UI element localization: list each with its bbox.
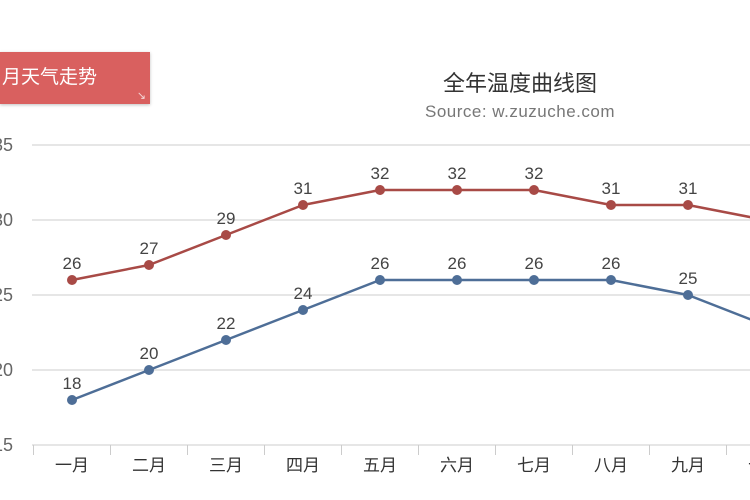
y-tick-label: 15	[0, 435, 13, 455]
low-temp-point	[298, 305, 308, 315]
low-temp-data-label: 26	[525, 254, 544, 273]
high-temp-data-label: 32	[525, 164, 544, 183]
y-tick-label: 20	[0, 360, 13, 380]
low-temp-series-line	[71, 278, 750, 402]
low-temp-point	[375, 275, 385, 285]
high-temp-point	[452, 185, 462, 195]
high-temp-data-label: 31	[679, 179, 698, 198]
low-temp-data-label: 22	[217, 314, 236, 333]
low-temp-point	[606, 275, 616, 285]
chart-title: 全年温度曲线图	[442, 71, 597, 96]
x-tick-label: 三月	[209, 456, 243, 475]
x-tick-label: 四月	[286, 456, 320, 475]
x-tick-label: 二月	[132, 456, 166, 475]
x-tick-label: 一月	[55, 456, 89, 475]
high-temp-data-label: 31	[294, 179, 313, 198]
high-temp-point	[375, 185, 385, 195]
high-temp-data-label: 29	[217, 209, 236, 228]
x-tick-label: 十月	[748, 456, 750, 475]
low-temp-point	[529, 275, 539, 285]
x-tick-label: 六月	[440, 456, 474, 475]
low-temp-data-label: 25	[679, 269, 698, 288]
low-temp-data-label: 26	[602, 254, 621, 273]
x-tick-label: 八月	[594, 456, 628, 475]
x-tick-label: 九月	[671, 456, 705, 475]
low-temp-point	[144, 365, 154, 375]
high-temp-point	[529, 185, 539, 195]
high-temp-point	[298, 200, 308, 210]
low-temp-data-label: 20	[140, 344, 159, 363]
low-temp-data-label: 26	[371, 254, 390, 273]
x-tick-label: 五月	[363, 456, 397, 475]
high-temp-data-label: 26	[63, 254, 82, 273]
low-temp-point	[683, 290, 693, 300]
low-temp-point	[67, 395, 77, 405]
low-temp-data-label: 26	[448, 254, 467, 273]
low-temp-point	[221, 335, 231, 345]
high-temp-data-label: 32	[371, 164, 390, 183]
high-temp-point	[606, 200, 616, 210]
high-temp-data-label: 31	[602, 179, 621, 198]
y-tick-label: 25	[0, 285, 13, 305]
high-temp-data-label: 32	[448, 164, 467, 183]
x-tick-label: 七月	[517, 456, 551, 475]
chart-subtitle: Source: w.zuzuche.com	[424, 102, 616, 121]
high-temp-data-label: 27	[140, 239, 159, 258]
high-temp-point	[221, 230, 231, 240]
high-temp-point	[683, 200, 693, 210]
high-temp-series-line	[71, 188, 750, 282]
low-temp-point	[452, 275, 462, 285]
high-temp-point	[67, 275, 77, 285]
y-tick-label: 30	[0, 210, 13, 230]
low-temp-data-label: 18	[63, 374, 82, 393]
weather-trend-tab[interactable]: 月天气走势 ↘	[0, 52, 150, 104]
low-temp-data-label: 24	[294, 284, 313, 303]
weather-trend-label: 月天气走势	[2, 67, 98, 88]
high-temp-point	[144, 260, 154, 270]
y-tick-label: 35	[0, 135, 13, 155]
resize-arrow-icon: ↘	[136, 90, 146, 102]
